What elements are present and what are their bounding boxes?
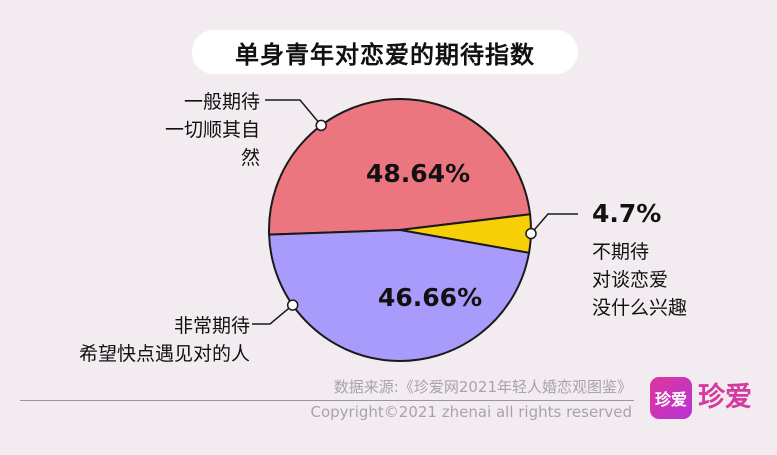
slice-value-expected-normal: 48.64% bbox=[366, 159, 471, 188]
pie-slice-very-expected bbox=[268, 228, 531, 362]
slice-value-not-expected: 4.7% bbox=[592, 199, 662, 228]
label-not-expected: 不期待 对谈恋爱 没什么兴趣 bbox=[592, 238, 752, 322]
label-line: 不期待 bbox=[592, 241, 650, 263]
slice-value-very-expected: 46.66% bbox=[378, 283, 483, 312]
zhenai-logo-badge: 珍爱 bbox=[650, 377, 692, 419]
label-line: 希望快点遇见对的人 bbox=[78, 343, 250, 365]
label-line: 没什么兴趣 bbox=[592, 297, 688, 319]
zhenai-logo-text: 珍爱 bbox=[698, 382, 752, 413]
label-line: 一般期待 bbox=[183, 91, 260, 113]
leader-not-expected bbox=[530, 213, 578, 235]
label-line: 一切顺其自然 bbox=[164, 119, 260, 169]
leader-not-expected-dot bbox=[525, 227, 537, 240]
label-expected-normal: 一般期待 一切顺其自然 bbox=[150, 88, 260, 172]
label-line: 非常期待 bbox=[173, 315, 250, 337]
chart-title: 单身青年对恋爱的期待指数 bbox=[192, 30, 578, 74]
copyright: Copyright©2021 zhenai all rights reserve… bbox=[310, 403, 632, 421]
label-very-expected: 非常期待 希望快点遇见对的人 bbox=[10, 312, 250, 368]
label-line: 对谈恋爱 bbox=[592, 269, 669, 291]
pie-slice-expected-normal bbox=[268, 98, 532, 236]
data-source: 数据来源:《珍爱网2021年轻人婚恋观图鉴》 bbox=[333, 378, 632, 396]
leader-very-expected-dot bbox=[286, 299, 299, 311]
leader-very-expected bbox=[252, 304, 294, 325]
footer-divider bbox=[20, 400, 634, 401]
leader-expected-normal-dot bbox=[315, 119, 327, 132]
leader-expected-normal bbox=[265, 99, 322, 126]
